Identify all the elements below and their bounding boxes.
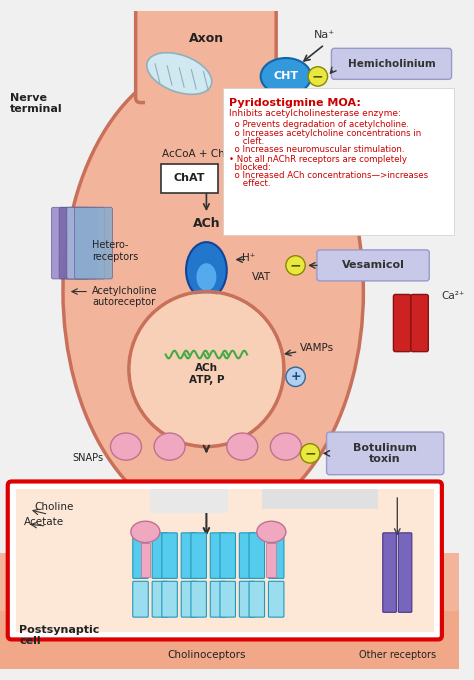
Text: Inhibits acetylcholinesterase enzyme:: Inhibits acetylcholinesterase enzyme:	[228, 109, 401, 118]
FancyBboxPatch shape	[239, 533, 255, 579]
Text: cleft.: cleft.	[228, 137, 264, 146]
Text: ACh
ATP, P: ACh ATP, P	[189, 363, 224, 385]
Bar	[146, 39, 266, 107]
Text: Pyridostigmine MOA:: Pyridostigmine MOA:	[228, 98, 361, 107]
Text: Hemicholinium: Hemicholinium	[347, 59, 435, 69]
FancyBboxPatch shape	[327, 432, 444, 475]
Text: Cholinoceptors: Cholinoceptors	[167, 650, 246, 660]
Bar	[16, 489, 434, 632]
Ellipse shape	[186, 242, 227, 299]
FancyBboxPatch shape	[239, 581, 255, 617]
Text: −: −	[290, 258, 301, 273]
Bar	[262, 489, 378, 509]
Circle shape	[301, 443, 320, 463]
FancyBboxPatch shape	[162, 533, 177, 579]
Ellipse shape	[270, 433, 301, 460]
FancyBboxPatch shape	[317, 250, 429, 281]
Text: Hetero-
receptors: Hetero- receptors	[92, 240, 138, 262]
Text: Choline: Choline	[34, 502, 73, 511]
Ellipse shape	[63, 59, 364, 524]
FancyBboxPatch shape	[411, 294, 428, 352]
Text: Choline: Choline	[291, 98, 330, 107]
Ellipse shape	[131, 521, 160, 543]
Text: • Not all nAChR receptors are completely: • Not all nAChR receptors are completely	[228, 155, 407, 164]
Text: Acetylcholine
autoreceptor: Acetylcholine autoreceptor	[92, 286, 157, 307]
Text: VAT: VAT	[252, 272, 271, 282]
Circle shape	[286, 256, 305, 275]
Text: ACh: ACh	[192, 217, 220, 231]
Circle shape	[131, 294, 282, 445]
Text: +: +	[290, 371, 301, 384]
FancyBboxPatch shape	[8, 481, 442, 639]
Text: effect.: effect.	[228, 179, 270, 188]
FancyBboxPatch shape	[181, 533, 197, 579]
Ellipse shape	[261, 58, 311, 95]
Ellipse shape	[147, 52, 212, 95]
FancyBboxPatch shape	[136, 5, 276, 103]
FancyBboxPatch shape	[398, 533, 412, 612]
FancyBboxPatch shape	[59, 207, 97, 279]
FancyBboxPatch shape	[133, 533, 148, 579]
Ellipse shape	[257, 521, 286, 543]
FancyBboxPatch shape	[249, 533, 264, 579]
Text: Postsynaptic
cell: Postsynaptic cell	[19, 625, 100, 647]
FancyBboxPatch shape	[152, 533, 168, 579]
Text: Other receptors: Other receptors	[359, 650, 436, 660]
FancyBboxPatch shape	[220, 581, 236, 617]
Text: o Increased ACh concentrations—>increases: o Increased ACh concentrations—>increase…	[228, 171, 428, 180]
FancyBboxPatch shape	[133, 581, 148, 617]
Ellipse shape	[227, 433, 258, 460]
Text: SNAPs: SNAPs	[73, 454, 104, 463]
FancyBboxPatch shape	[74, 207, 112, 279]
FancyBboxPatch shape	[161, 164, 218, 192]
Text: Nerve
terminal: Nerve terminal	[9, 93, 62, 114]
FancyBboxPatch shape	[162, 581, 177, 617]
Ellipse shape	[110, 433, 141, 460]
FancyBboxPatch shape	[268, 533, 284, 579]
Bar	[29, 486, 427, 563]
Text: blocked:: blocked:	[228, 163, 271, 171]
Text: o Increases acetylcholine concentrations in: o Increases acetylcholine concentrations…	[228, 129, 421, 138]
Text: Vesamicol: Vesamicol	[342, 260, 404, 271]
FancyBboxPatch shape	[220, 533, 236, 579]
Text: −: −	[312, 69, 324, 84]
Ellipse shape	[196, 262, 217, 292]
Text: Acetate: Acetate	[24, 517, 64, 527]
FancyBboxPatch shape	[383, 533, 396, 612]
FancyBboxPatch shape	[393, 294, 411, 352]
FancyBboxPatch shape	[0, 554, 459, 670]
Bar	[140, 543, 150, 577]
Text: o Increases neuromuscular stimulation.: o Increases neuromuscular stimulation.	[228, 146, 404, 154]
Text: Botulinum
toxin: Botulinum toxin	[353, 443, 417, 464]
Text: Ca²⁺: Ca²⁺	[441, 292, 465, 301]
Text: Axon: Axon	[189, 32, 224, 45]
FancyBboxPatch shape	[268, 581, 284, 617]
Bar	[266, 543, 276, 577]
FancyBboxPatch shape	[223, 88, 454, 235]
FancyBboxPatch shape	[181, 581, 197, 617]
Text: ChAT: ChAT	[173, 173, 205, 183]
FancyBboxPatch shape	[191, 533, 206, 579]
Text: H⁺: H⁺	[242, 253, 255, 262]
FancyBboxPatch shape	[210, 533, 226, 579]
Circle shape	[308, 67, 328, 86]
Circle shape	[286, 367, 305, 386]
FancyBboxPatch shape	[331, 48, 452, 80]
FancyBboxPatch shape	[51, 207, 89, 279]
FancyBboxPatch shape	[249, 581, 264, 617]
Ellipse shape	[154, 433, 185, 460]
Text: −: −	[304, 446, 316, 460]
Text: VAMPs: VAMPs	[301, 343, 335, 353]
Text: CHT: CHT	[273, 71, 299, 82]
FancyBboxPatch shape	[152, 581, 168, 617]
FancyBboxPatch shape	[210, 581, 226, 617]
Bar	[0, 611, 459, 670]
Text: Na⁺: Na⁺	[314, 30, 335, 39]
Bar	[150, 489, 228, 513]
Text: o Prevents degradation of acetylcholine.: o Prevents degradation of acetylcholine.	[228, 120, 409, 129]
FancyBboxPatch shape	[67, 207, 105, 279]
FancyBboxPatch shape	[191, 581, 206, 617]
Text: AcCoA + Choline: AcCoA + Choline	[162, 149, 250, 159]
